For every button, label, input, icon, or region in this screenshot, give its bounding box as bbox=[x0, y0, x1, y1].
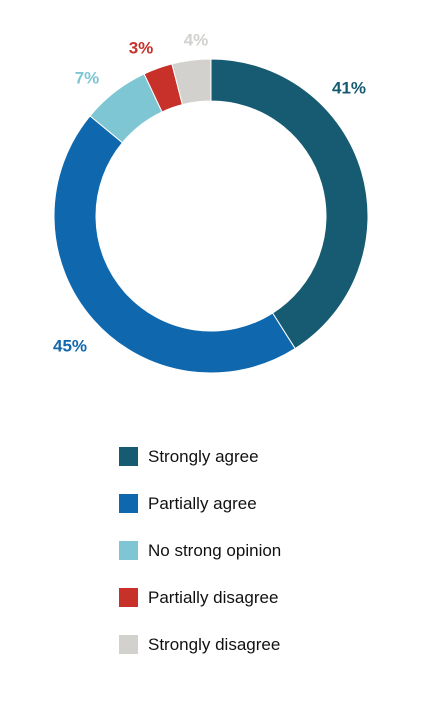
value-label-partially-disagree: 3% bbox=[129, 38, 154, 57]
legend-label-strongly-disagree: Strongly disagree bbox=[148, 634, 281, 654]
legend-label-strongly-agree: Strongly agree bbox=[148, 446, 259, 466]
value-label-partially-agree: 45% bbox=[53, 336, 87, 355]
legend-swatch-strongly-disagree bbox=[119, 635, 138, 654]
legend-item-no-strong-opinion: No strong opinion bbox=[119, 527, 281, 574]
chart-legend: Strongly agree Partially agree No strong o… bbox=[119, 433, 281, 668]
donut-chart: 41% 45% 7% 3% 4% bbox=[53, 30, 369, 374]
donut-slice-partially-agree bbox=[53, 115, 296, 374]
legend-item-partially-agree: Partially agree bbox=[119, 480, 281, 527]
legend-item-strongly-disagree: Strongly disagree bbox=[119, 621, 281, 668]
value-label-strongly-disagree: 4% bbox=[184, 30, 209, 49]
legend-swatch-strongly-agree bbox=[119, 447, 138, 466]
legend-label-partially-agree: Partially agree bbox=[148, 493, 257, 513]
legend-label-partially-disagree: Partially disagree bbox=[148, 587, 279, 607]
legend-swatch-partially-agree bbox=[119, 494, 138, 513]
value-label-strongly-agree: 41% bbox=[332, 78, 366, 97]
legend-swatch-no-strong-opinion bbox=[119, 541, 138, 560]
donut-slice-strongly-disagree bbox=[171, 58, 212, 106]
legend-label-no-strong-opinion: No strong opinion bbox=[148, 540, 282, 560]
legend-swatch-partially-disagree bbox=[119, 588, 138, 607]
legend-item-strongly-agree: Strongly agree bbox=[119, 433, 281, 480]
donut-slice-strongly-agree bbox=[210, 58, 369, 350]
value-label-no-strong-opinion: 7% bbox=[75, 68, 100, 87]
legend-item-partially-disagree: Partially disagree bbox=[119, 574, 281, 621]
